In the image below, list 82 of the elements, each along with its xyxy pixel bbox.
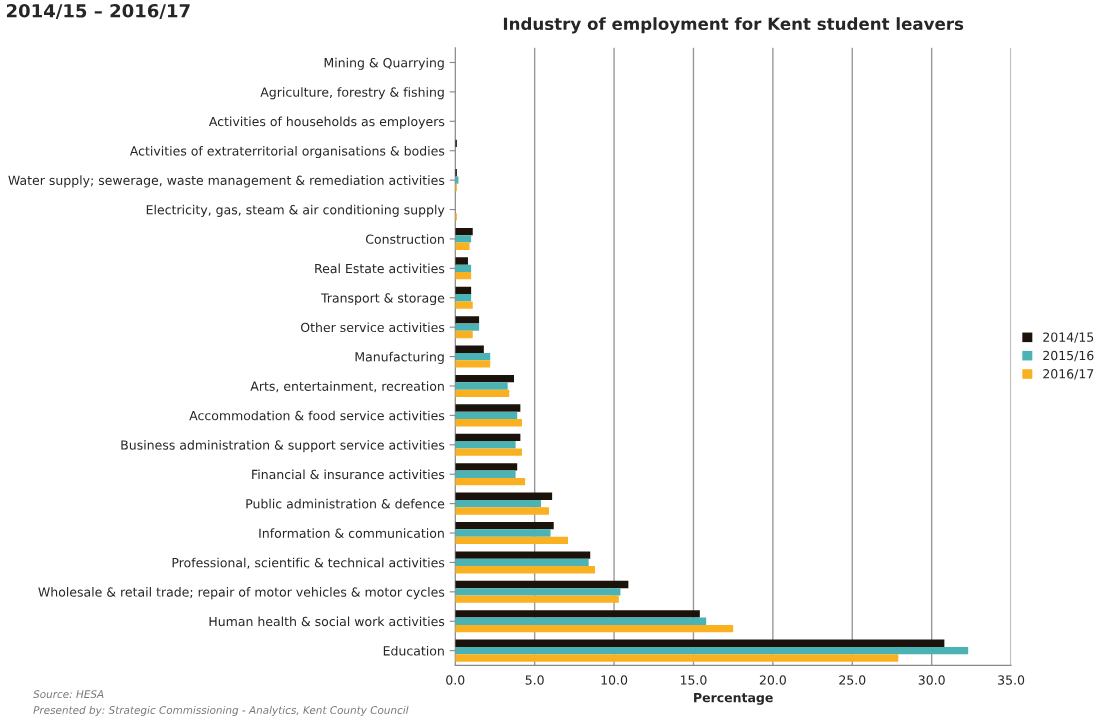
y-tick-label: Business administration & support service activities	[121, 440, 445, 453]
bar	[455, 242, 470, 250]
y-tick-label: Manufacturing	[355, 351, 444, 364]
y-tick-label: Transport & storage	[320, 293, 445, 306]
bar	[455, 610, 700, 618]
x-tick-label: 20.0	[759, 675, 786, 685]
y-tick-label: Electricity, gas, steam & air conditioning supply	[146, 204, 445, 217]
y-tick-label: Education	[383, 645, 444, 656]
bar	[455, 382, 508, 390]
bar	[455, 521, 554, 530]
legend-label: 2015/16	[1043, 350, 1094, 362]
y-tick-label: Professional, scientific & technical activities	[172, 557, 445, 569]
source-note: Source: HESA	[33, 690, 104, 699]
text: Presented by: Strategic Commissioning - Analytics, Kent County Council	[33, 705, 409, 717]
y-tick-label: Other service activities	[300, 322, 445, 333]
bar	[455, 492, 553, 500]
bar	[455, 654, 899, 662]
y-tick-label: Real Estate activities	[315, 263, 445, 274]
y-tick-label: Water supply; sewerage, waste management & remediation activities	[8, 175, 445, 188]
bar	[455, 264, 472, 273]
x-tick-label: 0.0	[446, 675, 465, 685]
bar	[455, 566, 596, 574]
bar	[455, 352, 491, 361]
legend-label: 2014/15	[1043, 332, 1094, 343]
bar	[455, 595, 619, 603]
y-tick-label: Agriculture, forestry & fishing	[260, 87, 444, 100]
bar	[455, 374, 515, 383]
bar	[455, 477, 526, 486]
bar	[455, 235, 472, 243]
y-tick-label: Mining & Quarrying	[324, 57, 444, 70]
bar	[455, 507, 549, 515]
legend-label: 2016/17	[1043, 369, 1094, 380]
bar	[455, 404, 521, 412]
x-tick-label: 10.0	[601, 675, 628, 685]
bar	[455, 588, 621, 596]
bar	[455, 411, 518, 420]
bar	[455, 499, 542, 508]
x-tick-label: 15.0	[680, 675, 707, 685]
bar	[455, 470, 516, 478]
bar	[455, 272, 472, 280]
bar	[455, 257, 468, 265]
bar	[455, 536, 569, 545]
bar	[455, 639, 945, 647]
bar	[455, 389, 510, 398]
bar	[455, 448, 522, 456]
bar	[455, 316, 480, 324]
bar	[455, 646, 969, 655]
bar	[455, 433, 521, 442]
x-tick-label: 5.0	[525, 675, 544, 685]
bar	[455, 558, 589, 567]
bar	[455, 624, 734, 633]
bar	[455, 294, 472, 302]
bar	[455, 345, 484, 353]
bar	[455, 419, 522, 427]
y-tick-label: Public administration & defence	[246, 498, 445, 509]
x-tick-label: 25.0	[839, 675, 866, 685]
text: 2014/15 – 2016/17	[6, 3, 190, 20]
bar	[455, 323, 480, 331]
x-tick-label: 35.0	[998, 675, 1025, 685]
chart-title: Industry of employment for Kent student leavers	[503, 17, 964, 34]
bar	[455, 551, 591, 559]
bar	[455, 617, 707, 625]
y-tick-label: Information & communication	[259, 528, 444, 538]
y-tick-label: Activities of extraterritorial organisations & bodies	[129, 145, 445, 159]
bar	[455, 286, 472, 295]
bar	[455, 580, 629, 589]
x-tick-label: 30.0	[918, 675, 945, 685]
x-axis-title: Percentage	[694, 693, 773, 705]
y-tick-label: Financial & insurance activities	[252, 469, 445, 480]
bar	[455, 330, 473, 339]
y-tick-label: Construction	[365, 234, 444, 244]
bar	[455, 441, 516, 449]
bar	[455, 463, 518, 471]
y-tick-label: Activities of households as employers	[208, 116, 445, 129]
bar	[455, 529, 551, 537]
bar	[455, 301, 473, 309]
bar	[455, 360, 491, 368]
y-tick-label: Arts, entertainment, recreation	[250, 381, 444, 393]
y-tick-label: Human health & social work activities	[209, 616, 445, 627]
y-tick-label: Accommodation & food service activities	[189, 410, 445, 421]
y-tick-label: Wholesale & retail trade; repair of motor vehicles & motor cycles	[38, 587, 445, 600]
bar	[455, 227, 473, 236]
